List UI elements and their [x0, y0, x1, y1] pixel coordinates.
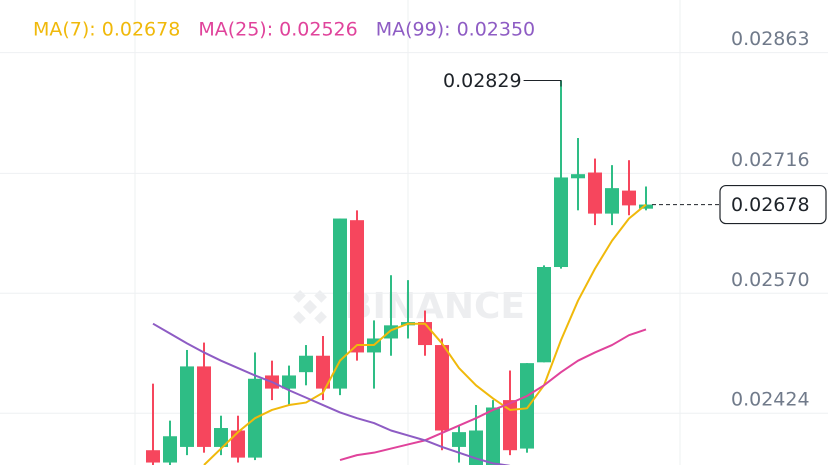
candle-body — [605, 188, 619, 214]
candle-body — [418, 322, 432, 346]
candle-body — [571, 174, 585, 179]
candle-body — [503, 400, 517, 451]
watermark-logo — [293, 290, 327, 324]
candle-body — [486, 407, 500, 465]
candle-body — [163, 436, 177, 463]
candle-body — [537, 267, 551, 363]
y-tick-label: 0.02863 — [731, 28, 810, 50]
y-tick-label: 0.02424 — [731, 389, 810, 411]
candle-body — [299, 355, 313, 373]
last-price-box — [719, 184, 827, 225]
high-connector — [523, 80, 562, 87]
watermark-text: BINANCE — [345, 286, 525, 327]
candle-body — [350, 220, 364, 353]
candle-body — [180, 366, 194, 447]
candle-body — [435, 345, 449, 431]
candle-body — [639, 204, 653, 209]
candle-body — [333, 218, 347, 389]
high-label: 0.02829 — [443, 70, 522, 92]
candle-body — [146, 450, 160, 463]
legend-entry: MA(99): 0.02350 — [376, 19, 535, 41]
legend-entry: MA(7): 0.02678 — [33, 19, 180, 41]
ma-line — [203, 203, 647, 465]
y-tick-label: 0.02570 — [731, 269, 810, 291]
y-tick-label: 0.02716 — [731, 149, 810, 171]
ma-line — [152, 322, 511, 465]
legend-entry: MA(25): 0.02526 — [198, 19, 357, 41]
candle-body — [282, 375, 296, 389]
candle-body — [231, 430, 245, 458]
candle-body — [622, 190, 636, 206]
candle-body — [197, 366, 211, 447]
candle-body — [214, 428, 228, 447]
candle-body — [588, 172, 602, 214]
candle-body — [554, 177, 568, 268]
candle-body — [520, 363, 534, 449]
ma-line — [339, 328, 647, 462]
candle-body — [316, 355, 330, 389]
candle-body — [452, 432, 466, 447]
last-price-label: 0.02678 — [731, 194, 810, 216]
vertical-grid — [134, 0, 681, 465]
